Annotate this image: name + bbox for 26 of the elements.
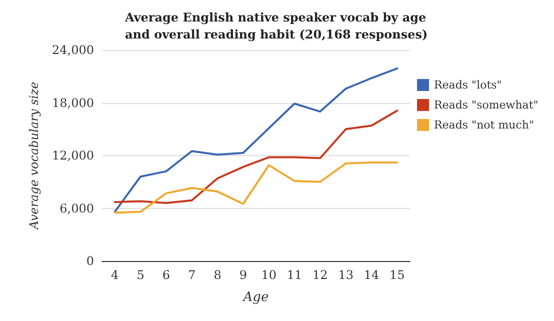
x-tick-label: 14 <box>364 268 380 282</box>
line-series <box>114 110 398 204</box>
x-axis-title: Age <box>242 290 270 305</box>
y-tick-label: 18,000 <box>52 96 94 110</box>
y-tick-label: 6,000 <box>60 201 94 216</box>
x-tick-label: 15 <box>390 268 405 282</box>
line-series <box>114 162 398 214</box>
x-tick-label: 12 <box>312 268 328 282</box>
legend-label: Reads "lots" <box>434 78 502 92</box>
chart-title: Average English native speaker vocab by age and overall reading habit (20,168 responses) <box>124 10 428 42</box>
y-tick-label: 0 <box>86 254 94 268</box>
y-axis-title: Average vocabulary size <box>27 82 41 230</box>
legend-label: Reads "somewhat" <box>434 98 538 112</box>
x-tick-label: 6 <box>162 268 170 282</box>
x-tick-label: 8 <box>214 268 222 282</box>
x-tick-label: 4 <box>111 268 120 282</box>
line-series <box>114 67 398 213</box>
x-tick-label: 13 <box>338 268 354 282</box>
x-tick-label: 9 <box>239 268 247 282</box>
x-tick-label: 7 <box>188 268 196 282</box>
y-tick-label: 12,000 <box>52 148 94 162</box>
x-tick-label: 5 <box>136 268 144 282</box>
y-tick-label: 24,000 <box>52 43 94 57</box>
legend-label: Reads "not much" <box>434 118 534 132</box>
x-tick-label: 11 <box>286 268 302 282</box>
x-tick-label: 10 <box>261 268 276 282</box>
